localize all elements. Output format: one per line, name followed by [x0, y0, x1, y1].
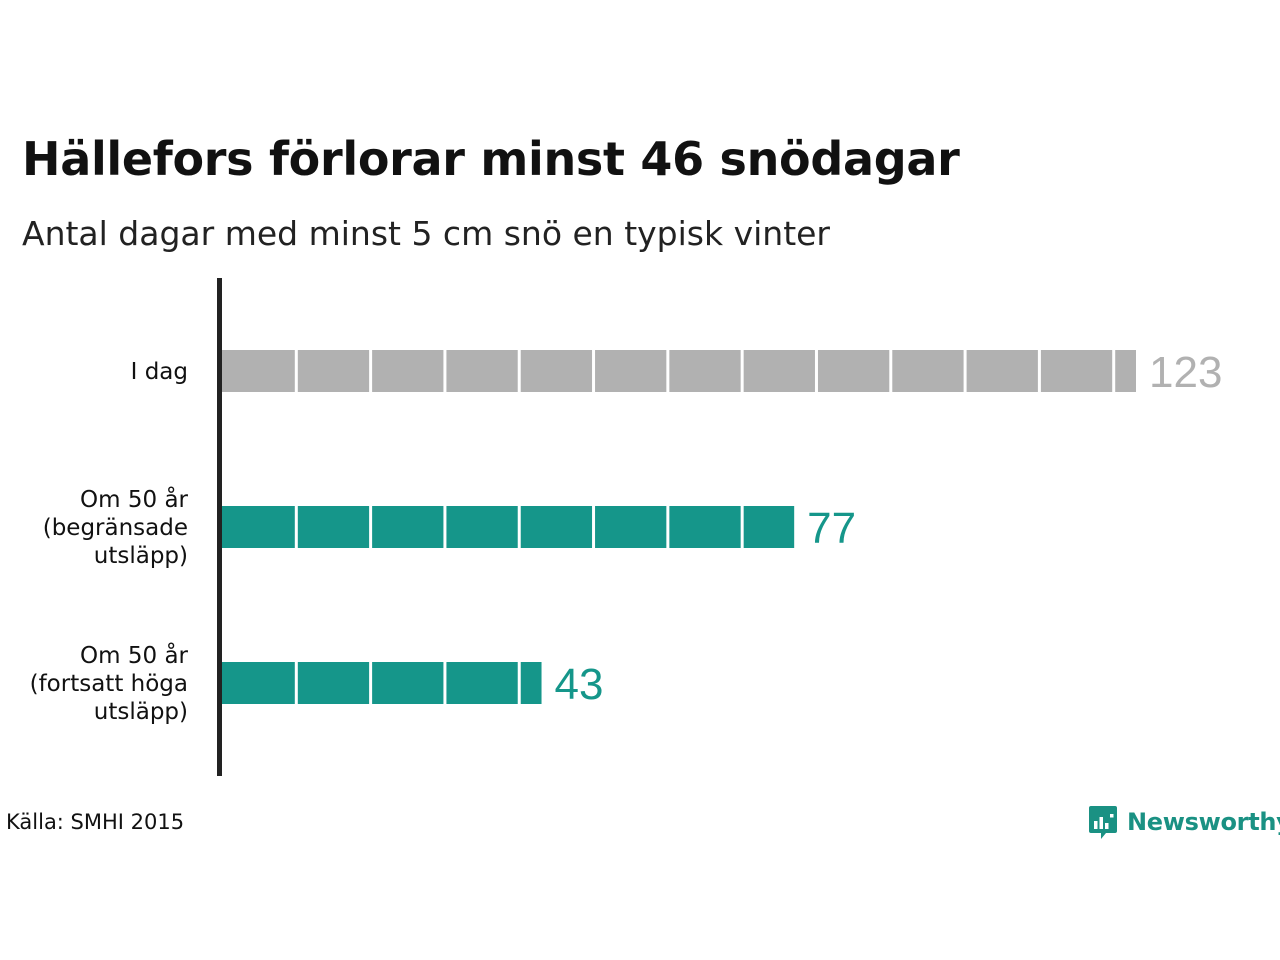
category-label-line: utsläpp) — [94, 543, 188, 569]
category-label-1: Om 50 år (begränsade utsläpp) — [43, 485, 189, 569]
bar-2-divider — [369, 662, 373, 704]
bar-0-divider — [889, 350, 893, 392]
category-label-2: Om 50 år (fortsatt höga utsläpp) — [30, 641, 189, 725]
category-label-0: I dag — [131, 359, 188, 385]
newsworthy-logo: Newsworthy — [1088, 803, 1280, 841]
value-label-0: 123 — [1149, 348, 1222, 397]
bar-1 — [222, 506, 795, 548]
category-label-line: I dag — [131, 359, 188, 385]
bar-0-divider — [517, 350, 521, 392]
bar-2-divider — [443, 662, 447, 704]
source-note: Källa: SMHI 2015 — [6, 810, 185, 834]
value-labels: 123 77 43 — [555, 348, 1223, 709]
chart-subtitle: Antal dagar med minst 5 cm snö en typisk… — [22, 214, 831, 253]
newsworthy-logo-icon — [1089, 806, 1117, 839]
bar-0-divider — [740, 350, 744, 392]
bar-0-divider — [294, 350, 298, 392]
bar-2-divider — [294, 662, 298, 704]
bar-1-divider — [740, 506, 744, 548]
bar-0-divider — [592, 350, 596, 392]
category-label-line: (fortsatt höga — [30, 671, 188, 697]
category-label-line: (begränsade — [43, 515, 188, 541]
bar-2-divider — [517, 662, 521, 704]
bar-1-divider — [443, 506, 447, 548]
bar-0-divider — [814, 350, 818, 392]
bar-1-divider — [592, 506, 596, 548]
chart-title: Hällefors förlorar minst 46 snödagar — [22, 132, 960, 186]
bar-1-divider — [294, 506, 298, 548]
bar-0-divider — [443, 350, 447, 392]
category-label-line: Om 50 år — [80, 641, 188, 669]
bar-0-divider — [666, 350, 670, 392]
category-label-line: Om 50 år — [80, 485, 188, 513]
y-axis-line — [217, 278, 222, 776]
bar-1-divider — [666, 506, 670, 548]
bar-0-divider — [369, 350, 373, 392]
bar-2 — [222, 662, 542, 704]
bar-1-divider — [369, 506, 373, 548]
bar-0-divider — [1112, 350, 1116, 392]
bars-layer — [222, 350, 1136, 704]
bar-1-divider — [517, 506, 521, 548]
bar-0-divider — [963, 350, 967, 392]
value-label-2: 43 — [555, 660, 604, 709]
bar-0 — [222, 350, 1136, 392]
value-label-1: 77 — [807, 504, 856, 553]
category-label-line: utsläpp) — [94, 699, 188, 725]
newsworthy-logo-text: Newsworthy — [1127, 808, 1280, 836]
bar-0-divider — [1037, 350, 1041, 392]
